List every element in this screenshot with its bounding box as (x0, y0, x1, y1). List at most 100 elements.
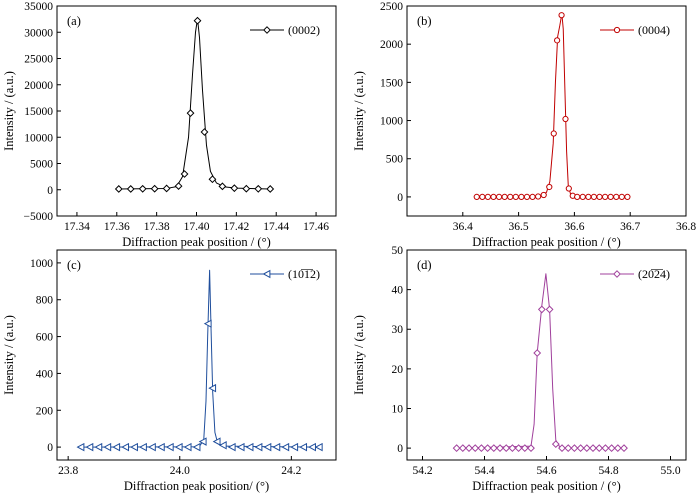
data-point (174, 442, 183, 452)
x-tick-label: 36.6 (564, 221, 584, 233)
data-point (272, 442, 281, 452)
y-tick-label: 2500 (380, 1, 403, 13)
data-point (479, 193, 486, 201)
data-point (546, 183, 553, 191)
legend-label: (0002) (288, 23, 320, 37)
data-point (245, 442, 254, 452)
x-tick-label: 24.0 (170, 465, 190, 477)
legend-marker (613, 270, 621, 278)
panel-label: (c) (67, 258, 81, 272)
y-tick-label: 200 (36, 405, 54, 417)
data-point (112, 442, 121, 452)
data-point (535, 193, 542, 200)
x-tick-label: 23.8 (58, 465, 78, 477)
data-point (314, 442, 323, 452)
data-point (554, 37, 561, 44)
data-point (218, 182, 227, 191)
y-tick-label: 35000 (24, 1, 53, 13)
y-tick-label: 0 (47, 442, 53, 454)
data-point (613, 444, 622, 453)
data-point (85, 442, 94, 452)
data-point (290, 442, 299, 452)
x-tick-label: 17.40 (184, 221, 210, 233)
data-point (570, 444, 579, 453)
y-tick-label: 5000 (30, 159, 53, 171)
legend-label: (10̅1̅2) (288, 267, 320, 281)
data-point (495, 193, 503, 201)
data-point (254, 442, 263, 452)
data-point (263, 442, 272, 452)
y-axis-label: Intensity / (a.u.) (352, 71, 366, 151)
y-axis-label: Intensity / (a.u.) (2, 71, 16, 151)
data-point (465, 444, 473, 453)
data-point (533, 349, 542, 357)
data-point (218, 441, 227, 450)
data-point (502, 444, 511, 453)
x-tick-label: 54.2 (412, 465, 432, 477)
x-tick-label: 24.2 (281, 465, 301, 477)
y-tick-label: 2000 (380, 39, 403, 51)
data-point (150, 184, 159, 193)
y-tick-label: 1000 (30, 258, 53, 270)
x-axis-label: Diffraction peak position / (°) (472, 235, 620, 249)
x-tick-label: 54.4 (474, 465, 494, 477)
data-point (192, 442, 201, 452)
data-point (193, 16, 202, 25)
x-tick-label: 17.42 (223, 221, 249, 233)
chart-panel-a: 17.34 17.36 17.38 17.40 17.42 17.44 17.46 −5000… (2, 1, 337, 249)
x-tick-label: 17.38 (144, 221, 170, 233)
data-point (545, 305, 554, 314)
data-point (576, 444, 585, 453)
data-point (618, 193, 625, 201)
data-point (156, 442, 165, 452)
panel-label: (a) (67, 14, 81, 28)
data-point (540, 191, 547, 199)
data-point (147, 442, 156, 452)
x-tick-label: 17.44 (263, 221, 289, 233)
data-point (590, 193, 598, 201)
data-point (471, 444, 480, 453)
data-point (613, 193, 620, 201)
data-point (507, 193, 514, 201)
data-point (458, 444, 467, 453)
data-point (183, 442, 192, 452)
data-point (162, 184, 171, 193)
x-tick-label: 54.6 (536, 465, 556, 477)
x-tick-label: 36.4 (453, 221, 473, 233)
data-point (254, 184, 263, 193)
data-point (607, 193, 614, 201)
data-point (139, 442, 147, 452)
x-axis-label: Diffraction peak position / (°) (122, 235, 270, 249)
data-point (489, 444, 498, 453)
x-tick-label: 36.8 (676, 221, 696, 233)
y-tick-label: 20000 (24, 80, 53, 92)
y-tick-label: 20 (392, 364, 404, 376)
data-point (230, 184, 239, 193)
data-point (212, 437, 221, 446)
y-tick-label: 10 (392, 403, 404, 415)
data-point (200, 128, 209, 136)
plot-frame (56, 5, 337, 217)
panel-label: (d) (417, 258, 432, 272)
series-line (80, 269, 320, 448)
data-point (473, 193, 480, 201)
legend-label: (0004) (638, 23, 670, 37)
data-point (624, 193, 631, 201)
y-tick-label: 50 (392, 245, 404, 257)
data-point (208, 383, 217, 393)
data-point (595, 444, 604, 453)
data-point (589, 444, 597, 453)
data-point (508, 444, 517, 453)
data-point (477, 444, 486, 453)
y-axis-label: Intensity / (a.u.) (2, 315, 16, 395)
data-point (483, 444, 492, 453)
data-point (582, 444, 591, 453)
chart-panel-b: 36.4 36.5 36.6 36.7 36.8 0 500 1000 1500 2000 2500… (352, 1, 696, 249)
panel-label: (b) (417, 14, 432, 28)
x-tick-label: 17.34 (64, 221, 90, 233)
data-point (281, 442, 290, 452)
data-point (607, 444, 616, 453)
y-tick-label: 10000 (24, 132, 53, 144)
data-point (523, 193, 531, 201)
